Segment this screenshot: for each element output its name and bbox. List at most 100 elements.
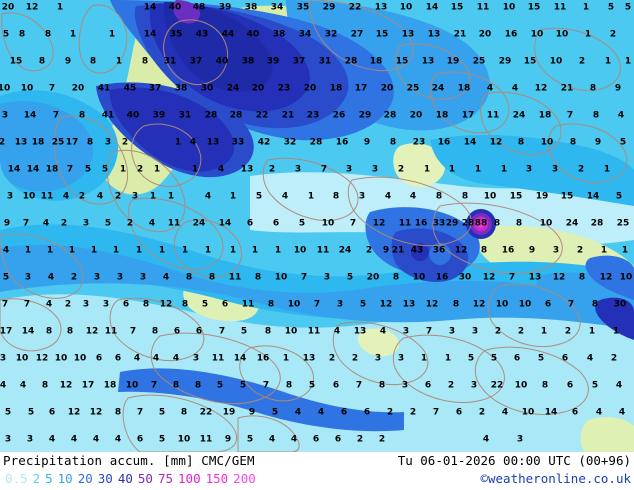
precip-value-label: 15 [560, 191, 574, 202]
precip-value-label: 5 [201, 299, 209, 310]
precip-value-label: 21 [453, 29, 467, 40]
precip-value-label: 6 [544, 299, 552, 310]
legend-stop[interactable]: 100 [178, 471, 201, 486]
precip-value-label: 39 [152, 110, 166, 121]
precip-value-label: 5 [239, 380, 247, 391]
precip-value-label: 4 [133, 353, 141, 364]
precip-value-label: 5 [490, 353, 498, 364]
precip-value-label: 30 [613, 299, 627, 310]
precip-value-label: 4 [2, 245, 10, 256]
precip-value-label: 5 [240, 326, 248, 337]
precip-value-label: 10 [495, 299, 509, 310]
legend-stop[interactable]: 50 [137, 471, 153, 486]
legend-stop[interactable]: 30 [97, 471, 113, 486]
precip-value-label: 12 [67, 407, 81, 418]
precip-value-label: 1 [229, 245, 237, 256]
precip-value-label: 6 [195, 326, 203, 337]
precip-value-label: 5 [104, 218, 112, 229]
legend-stop[interactable]: 10 [57, 471, 73, 486]
precip-value-label: 7 [432, 407, 440, 418]
precip-value-label: 5 [591, 380, 599, 391]
legend-stop[interactable]: 2 [32, 471, 41, 486]
landmass-small-c [580, 417, 634, 452]
precip-value-label: 3 [525, 164, 533, 175]
precip-value-label: 4 [204, 191, 212, 202]
precip-value-label: 12 [85, 326, 99, 337]
precip-value-label: 88 [474, 218, 488, 229]
legend-stop[interactable]: 150 [205, 471, 229, 486]
precip-value-label: 8 [267, 299, 275, 310]
hotspot-core [477, 220, 485, 228]
precip-value-label: 35 [296, 2, 310, 13]
precip-value-label: 1 [174, 137, 182, 148]
precip-value-label: 1 [624, 56, 632, 67]
precip-value-label: 36 [432, 245, 446, 256]
precip-value-label: 12 [599, 272, 613, 283]
precip-value-label: 3 [6, 191, 14, 202]
precip-value-label: 13 [302, 353, 316, 364]
precip-value-label: 1 [135, 245, 143, 256]
precip-value-label: 21 [391, 245, 405, 256]
precip-value-label: 6 [332, 380, 340, 391]
precip-value-label: 10 [73, 353, 87, 364]
precip-value-label: 10 [125, 380, 139, 391]
precip-value-label: 5 [2, 29, 10, 40]
precip-value-label: 5 [2, 272, 10, 283]
legend-stop[interactable]: 200 [233, 471, 256, 486]
precip-value-label: 8 [172, 380, 180, 391]
precipitation-map[interactable]: 20 12 1 14 40 48 39 38 34 35 29 22 13 10 14 15 11 10 15 11 1… [0, 0, 634, 452]
precip-value-label: 29 [498, 56, 512, 67]
legend-stop[interactable]: 75 [157, 471, 174, 486]
precip-value-label: 24 [431, 83, 445, 94]
precip-value-label: 2 [576, 245, 584, 256]
precip-value-label: 44 [221, 29, 235, 40]
precip-value-label: 4 [48, 434, 56, 445]
precip-value-label: 6 [136, 434, 144, 445]
precip-value-label: 1 [584, 29, 592, 40]
precip-value-label: 8 [141, 56, 149, 67]
precip-value-label: 1 [588, 326, 596, 337]
precip-value-label: 26 [332, 110, 346, 121]
precip-value-label: 12 [89, 407, 103, 418]
precip-value-label: 18 [45, 164, 59, 175]
precip-value-label: 10 [540, 137, 554, 148]
precip-value-label: 43 [410, 245, 424, 256]
precip-value-label: 25 [51, 137, 65, 148]
precip-value-label: 4 [172, 353, 180, 364]
precip-value-label: 10 [22, 191, 36, 202]
precip-value-label: 8 [18, 29, 26, 40]
precip-value-label: 18 [369, 56, 383, 67]
legend-stop[interactable]: 20 [77, 471, 93, 486]
precip-value-label: 8 [44, 29, 52, 40]
precip-value-label: 16 [414, 218, 428, 229]
precip-value-label: 3 [516, 434, 524, 445]
precip-value-label: 2 [356, 434, 364, 445]
precip-value-label: 28 [461, 218, 475, 229]
precip-value-label: 28 [204, 110, 218, 121]
precip-value-label: 8 [151, 326, 159, 337]
precip-value-label: 20 [366, 272, 380, 283]
precip-value-label: 4 [511, 83, 519, 94]
precip-value-label: 2 [386, 407, 394, 418]
precip-value-label: 9 [3, 218, 11, 229]
precip-value-label: 9 [64, 56, 72, 67]
coastline-layer [0, 0, 628, 452]
precip-value-label: 8 [515, 218, 523, 229]
precip-value-label: 4 [217, 164, 225, 175]
legend-stop[interactable]: 40 [117, 471, 133, 486]
precip-value-label: 18 [329, 83, 343, 94]
precip-value-label: 5 [308, 380, 316, 391]
precip-value-label: 6 [114, 353, 122, 364]
color-scale-legend[interactable]: 0.5 2 5 10 20 30 40 50 75 100 150 200 [5, 471, 261, 486]
legend-stop[interactable]: 5 [45, 471, 53, 486]
precip-value-label: 4 [586, 353, 594, 364]
precip-value-label: 5 [84, 164, 92, 175]
precip-value-label: 10 [274, 272, 288, 283]
legend-stop[interactable]: 0.5 [5, 471, 28, 486]
precip-value-label: 34 [298, 29, 312, 40]
precip-value-label: 17 [0, 326, 13, 337]
precip-value-label: 2 [365, 245, 373, 256]
precip-value-label: 15 [9, 56, 23, 67]
precip-value-label: 4 [152, 353, 160, 364]
band-5-right [430, 134, 634, 206]
